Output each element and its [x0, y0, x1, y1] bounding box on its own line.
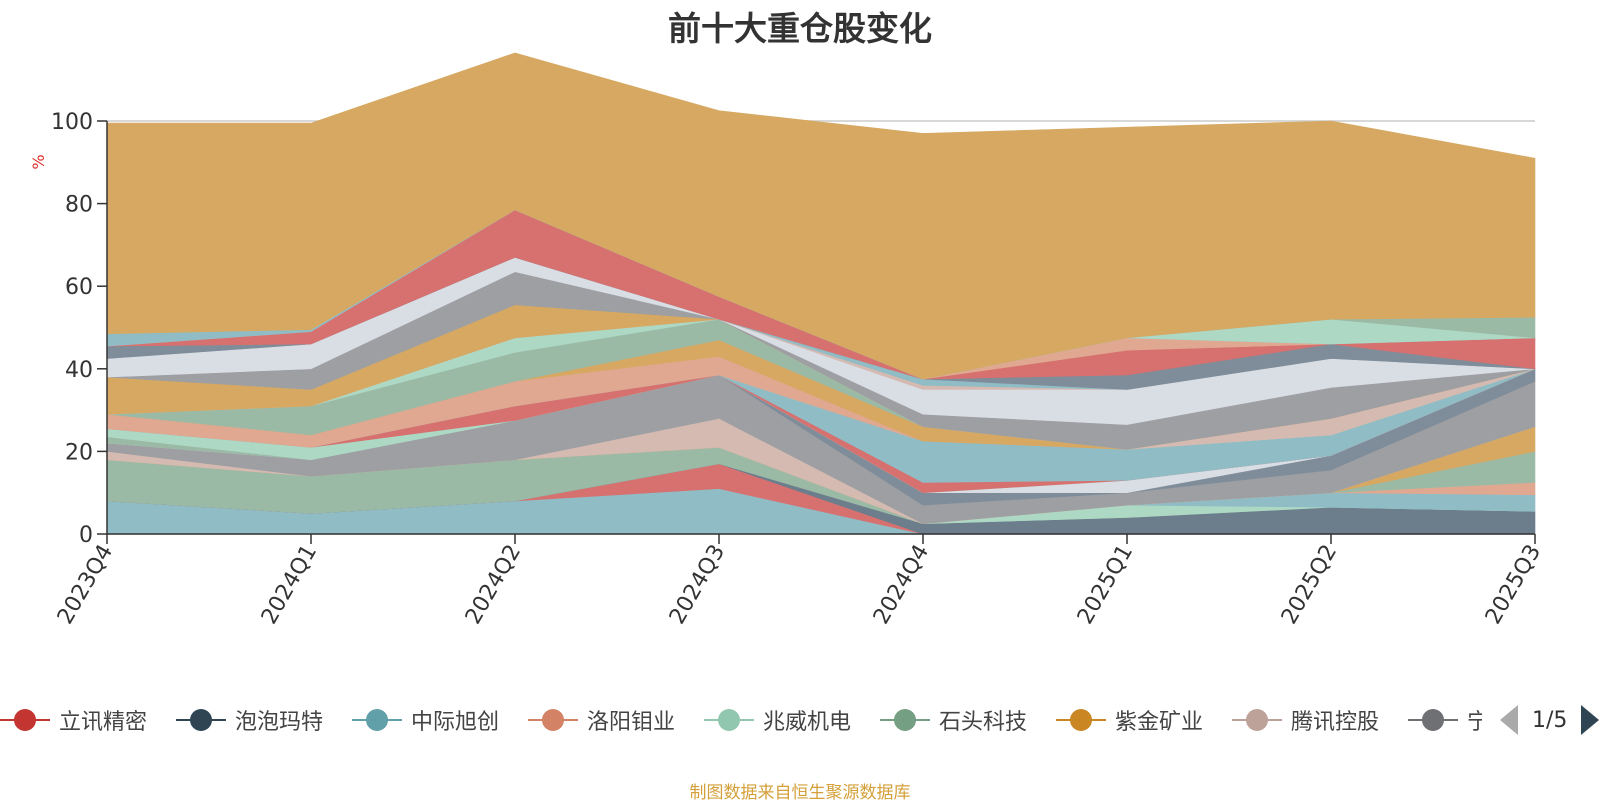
- legend-pager: 1/5: [1500, 700, 1600, 740]
- legend-label: 立讯精密: [59, 710, 148, 735]
- legend-label: 紫金矿业: [1115, 710, 1204, 735]
- legend-item[interactable]: 泡泡玛特: [176, 700, 323, 740]
- legend-marker-icon: [528, 706, 578, 734]
- legend-label: 泡泡玛特: [235, 710, 324, 735]
- area-layer: [106, 52, 1536, 535]
- legend-label: 宁: [1467, 710, 1482, 735]
- chart-plot: 0 20 40 60 80 100 2023Q4 2024Q1 2024Q2 2024Q3 2024…: [29, 52, 1546, 629]
- y-tick-label: 40: [65, 358, 93, 383]
- x-tick-label: 2025Q1: [1073, 541, 1138, 629]
- legend-items: 立讯精密 泡泡玛特 中际旭创 洛阳钼业 兆威机电 石头科技 紫金矿业 腾讯控股 宁: [0, 700, 1482, 740]
- legend-marker-icon: [1232, 706, 1282, 734]
- legend-marker-icon: [880, 706, 930, 734]
- y-axis-unit-label: %: [29, 154, 48, 169]
- x-tick-label: 2024Q1: [257, 541, 322, 629]
- legend-marker-icon: [1056, 706, 1106, 734]
- legend-marker-icon: [704, 706, 754, 734]
- x-tick-label: 2024Q3: [665, 541, 730, 629]
- legend-label: 中际旭创: [411, 710, 500, 735]
- x-tick-label: 2023Q4: [53, 541, 118, 629]
- legend-marker-icon: [352, 706, 402, 734]
- legend-marker-icon: [1408, 706, 1458, 734]
- legend-item[interactable]: 中际旭创: [352, 700, 499, 740]
- legend-item[interactable]: 腾讯控股: [1232, 700, 1379, 740]
- legend-prev-page-icon[interactable]: [1500, 705, 1518, 735]
- y-tick-label: 60: [65, 275, 93, 300]
- legend-label: 洛阳钼业: [587, 710, 676, 735]
- x-tick-label: 2025Q3: [1481, 541, 1546, 629]
- x-tick-label: 2024Q4: [869, 541, 934, 629]
- legend-page-indicator: 1/5: [1532, 707, 1568, 733]
- y-tick-label: 80: [65, 193, 93, 218]
- legend-marker-icon: [0, 706, 50, 734]
- legend-item[interactable]: 兆威机电: [704, 700, 851, 740]
- legend-label: 兆威机电: [763, 710, 852, 735]
- legend-label: 腾讯控股: [1291, 710, 1380, 735]
- source-note: 制图数据来自恒生聚源数据库: [689, 783, 911, 803]
- legend-item[interactable]: 石头科技: [880, 700, 1027, 740]
- y-tick-label: 0: [79, 523, 93, 548]
- chart-title: 前十大重仓股变化: [668, 9, 932, 48]
- y-tick-label: 20: [65, 440, 93, 465]
- legend: 立讯精密 泡泡玛特 中际旭创 洛阳钼业 兆威机电 石头科技 紫金矿业 腾讯控股 宁 1/5: [0, 700, 1600, 740]
- legend-item[interactable]: 立讯精密: [0, 700, 147, 740]
- y-tick-label: 100: [51, 110, 93, 135]
- legend-item[interactable]: 紫金矿业: [1056, 700, 1203, 740]
- legend-label: 石头科技: [939, 710, 1028, 735]
- legend-next-page-icon[interactable]: [1581, 705, 1600, 735]
- x-tick-label: 2024Q2: [461, 541, 526, 629]
- legend-item[interactable]: 宁: [1408, 700, 1482, 740]
- legend-item[interactable]: 洛阳钼业: [528, 700, 675, 740]
- area-series-other-26: [106, 52, 1536, 380]
- x-tick-label: 2025Q2: [1277, 541, 1342, 629]
- legend-marker-icon: [176, 706, 226, 734]
